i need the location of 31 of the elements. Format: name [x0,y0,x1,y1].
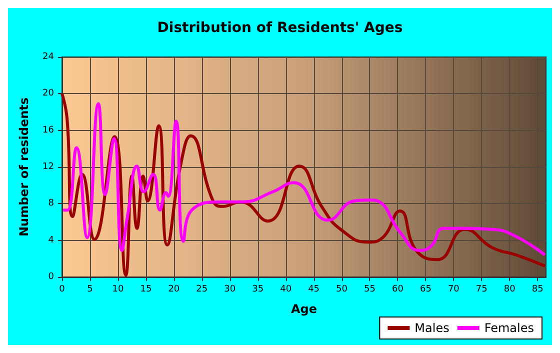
x-tick-label: 50 [336,284,348,294]
x-tick-label: 30 [224,284,236,294]
x-tick-label: 15 [140,284,152,294]
y-tick-label: 16 [42,125,54,136]
y-tick-label: 0 [48,272,54,282]
x-tick-label: 20 [168,284,180,294]
x-tick-label: 5 [87,284,93,294]
x-tick-label: 65 [420,284,432,294]
y-axis-title: Number of residents [17,97,31,237]
legend-label: Females [484,321,534,335]
x-tick-label: 75 [476,284,488,294]
chart-title: Distribution of Residents' Ages [157,20,403,36]
x-tick-label: 25 [196,284,208,294]
y-tick-label: 8 [48,198,54,209]
y-tick-label: 20 [42,88,54,99]
y-tick-label: 12 [42,162,54,172]
x-tick-label: 80 [504,284,516,294]
y-tick-label: 4 [48,235,54,246]
x-tick-label: 70 [448,284,460,294]
x-tick-label: 45 [308,284,320,294]
legend-label: Males [414,321,450,335]
x-tick-label: 40 [280,284,292,294]
x-tick-label: 10 [112,284,124,294]
line-series [62,102,546,256]
x-tick-label: 60 [392,284,404,294]
x-tick-label: 35 [252,284,264,294]
x-tick-label: 0 [59,284,66,294]
y-tick-label: 24 [42,52,54,62]
x-axis-title: Age [290,302,318,316]
x-tick-label: 55 [364,284,376,294]
x-tick-label: 85 [532,284,544,294]
